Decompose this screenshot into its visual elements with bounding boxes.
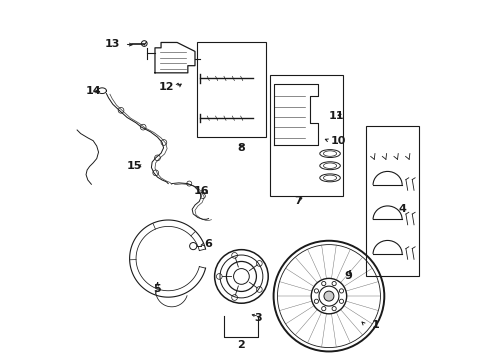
Bar [197,42,267,137]
Text: 11: 11 [329,111,344,121]
Text: 6: 6 [204,239,212,249]
Bar [367,126,419,276]
Text: 8: 8 [238,143,245,153]
Text: 7: 7 [294,197,302,206]
Text: 3: 3 [254,312,262,323]
Text: 13: 13 [105,39,121,49]
Text: 2: 2 [238,340,245,350]
Text: 4: 4 [398,203,407,213]
Text: 10: 10 [331,136,346,146]
Text: 1: 1 [372,320,380,330]
Text: 9: 9 [344,271,352,282]
Text: 14: 14 [86,86,101,96]
Bar [270,75,343,196]
Text: 5: 5 [154,284,161,294]
Text: 15: 15 [126,161,142,171]
Text: 12: 12 [159,82,174,92]
Text: 16: 16 [193,186,209,197]
Circle shape [324,291,334,301]
